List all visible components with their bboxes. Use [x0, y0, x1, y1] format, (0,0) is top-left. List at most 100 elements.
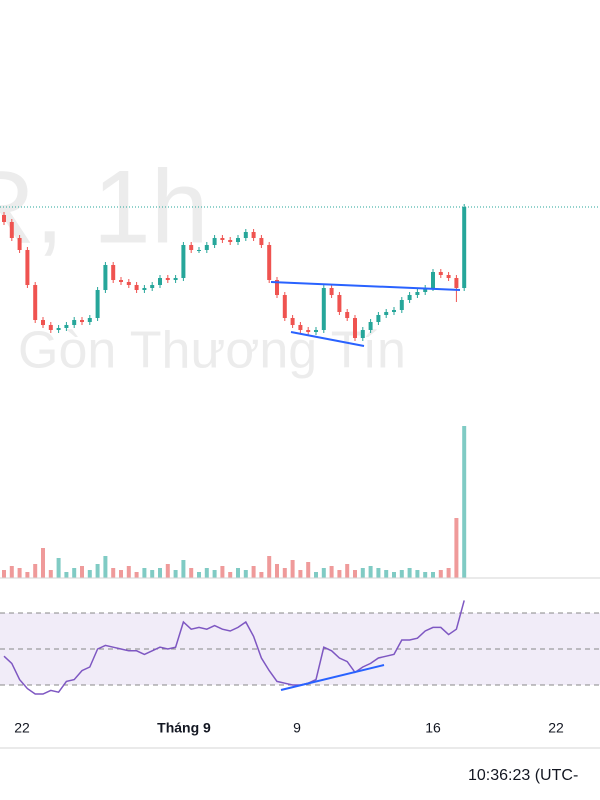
volume-bar [431, 572, 435, 578]
candle-body [228, 240, 233, 242]
volume-bar [48, 570, 53, 578]
candle-body [80, 320, 84, 322]
volume-bar [150, 570, 155, 578]
candle-body [306, 330, 311, 332]
volume-bar [111, 568, 116, 578]
candle-body [243, 232, 248, 238]
volume-bar [446, 568, 451, 578]
candle-body [392, 310, 396, 312]
volume-bar [56, 558, 61, 578]
volume-bar [353, 570, 357, 578]
x-tick-label: Tháng 9 [157, 720, 211, 736]
trendline [280, 664, 385, 691]
candle-body [329, 288, 334, 295]
candle-body [134, 285, 139, 290]
volume-bar [87, 570, 92, 578]
volume-bar [399, 570, 404, 578]
candle-body [204, 245, 209, 250]
candle-body [95, 290, 100, 318]
volume-bar [275, 564, 279, 578]
clock: 10:36:23 (UTC- [468, 767, 578, 784]
volume-bar [142, 568, 147, 578]
candle-body [158, 278, 162, 285]
candle-body [360, 330, 365, 338]
watermark-symbol: R, 1h [0, 149, 209, 265]
candle-body [407, 295, 412, 300]
volume-bar [228, 572, 233, 578]
candle-body [111, 265, 116, 280]
candle-body [399, 300, 404, 310]
candle-body [41, 320, 45, 325]
volume-bar [423, 572, 428, 578]
volume-bar [33, 564, 38, 578]
volume-bar [438, 570, 443, 578]
candle-body [236, 238, 240, 242]
volume-bar [290, 560, 295, 578]
volume-bar [321, 568, 326, 578]
candle-body [431, 272, 435, 288]
candle-body [384, 312, 389, 315]
candle-body [282, 295, 287, 318]
volume-bar [126, 566, 131, 578]
candle-body [259, 238, 264, 245]
volume-bar [314, 572, 318, 578]
candle-body [314, 330, 318, 332]
volume-bar [220, 566, 225, 578]
volume-bar [259, 572, 264, 578]
candle-body [56, 328, 61, 330]
candle-body [48, 325, 53, 330]
trendline [290, 331, 365, 347]
volume-bar [236, 568, 240, 578]
volume-bar [368, 566, 373, 578]
candle-body [87, 318, 92, 322]
volume-bar [158, 568, 162, 578]
candle-body [454, 278, 459, 288]
candle-body [376, 315, 381, 322]
candle-body [173, 278, 178, 280]
x-tick-label: 16 [425, 720, 441, 736]
candle-body [446, 275, 451, 278]
volume-bar [298, 570, 303, 578]
candle-body [337, 295, 342, 312]
candle-body [189, 245, 194, 250]
candle-body [290, 318, 295, 325]
candle-body [197, 250, 201, 251]
candle-body [103, 265, 108, 290]
rsi-line [3, 600, 465, 695]
volume-bar [462, 426, 467, 578]
volume-bar [197, 572, 201, 578]
volume-bar [454, 518, 459, 578]
volume-bar [17, 568, 22, 578]
volume-bar [181, 560, 186, 578]
volume-bar [80, 566, 84, 578]
candle-body [150, 285, 155, 288]
candle-body [462, 207, 467, 288]
volume-bar [329, 566, 334, 578]
x-tick-label: 9 [293, 720, 301, 736]
volume-bar [376, 568, 381, 578]
volume-bar [360, 568, 365, 578]
candle-body [220, 238, 225, 240]
candle-body [415, 292, 420, 295]
candle-body [267, 245, 272, 280]
candle-body [17, 238, 22, 250]
candle-body [72, 320, 77, 325]
candle-body [64, 325, 69, 328]
volume-bar [165, 564, 170, 578]
x-tick-label: 22 [14, 720, 30, 736]
candle-body [2, 215, 6, 222]
volume-bar [9, 566, 14, 578]
candle-body [165, 278, 170, 280]
candle-body [126, 282, 131, 285]
volume-bar [173, 570, 178, 578]
volume-bar [345, 564, 350, 578]
volume-bar [134, 572, 139, 578]
candle-body [353, 318, 357, 338]
volume-bar [282, 568, 287, 578]
volume-bar [267, 556, 272, 578]
volume-bar [95, 564, 100, 578]
x-tick-label: 22 [548, 720, 564, 736]
candle-body [33, 285, 38, 320]
candle-body [345, 312, 350, 318]
